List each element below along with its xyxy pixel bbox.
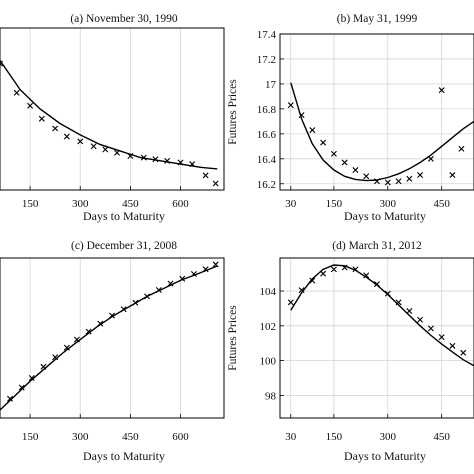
x-tick-label: 300	[72, 431, 89, 443]
data-marker	[102, 146, 109, 153]
data-marker	[90, 143, 97, 150]
y-tick-label: 104	[260, 286, 277, 298]
x-tick-label: 450	[433, 198, 450, 210]
data-marker	[7, 395, 14, 402]
data-marker	[460, 349, 467, 356]
panel-b: 30 150 300 450 16.2 16.4 16.6 16.8 17 17.2 17.4 (b)…	[227, 13, 474, 223]
y-tick-label: 100	[260, 356, 277, 368]
data-marker	[52, 125, 59, 132]
y-tick-label: 16.2	[257, 179, 276, 191]
x-tick-label: 600	[172, 198, 189, 210]
data-marker	[18, 384, 25, 391]
data-marker	[320, 270, 327, 277]
model-curve	[0, 60, 218, 170]
data-marker	[13, 89, 20, 96]
data-marker	[287, 299, 294, 306]
x-tick-label: 150	[22, 198, 39, 210]
x-axis-label: Days to Maturity	[344, 209, 426, 223]
plot-frame	[279, 33, 474, 191]
chart-title: (b) May 31, 1999	[337, 13, 418, 25]
x-tick-label: 450	[433, 431, 450, 443]
x-tick-label: 450	[122, 198, 139, 210]
data-marker	[212, 180, 219, 187]
x-axis-label: Days to Maturity	[344, 449, 426, 463]
data-marker	[287, 102, 294, 109]
data-marker	[85, 328, 92, 335]
chart-title: (a) November 30, 1990	[70, 13, 178, 25]
data-marker	[38, 115, 45, 122]
data-marker	[417, 316, 424, 323]
data-marker	[28, 375, 35, 381]
data-marker	[395, 178, 402, 185]
data-marker	[330, 266, 337, 273]
y-axis-label: Futures Prices	[227, 79, 239, 145]
data-marker	[341, 159, 348, 166]
chart-title: (c) December 31, 2008	[71, 240, 177, 252]
data-marker	[330, 150, 337, 157]
data-marker	[298, 287, 305, 294]
data-marker	[352, 167, 359, 174]
x-tick-label: 300	[380, 198, 397, 210]
x-tick-label: 30	[285, 198, 297, 210]
data-marker	[77, 138, 84, 145]
x-tick-label: 150	[22, 431, 39, 443]
y-tick-label: 102	[260, 321, 277, 333]
data-marker	[309, 277, 316, 284]
data-marker	[309, 127, 316, 134]
data-marker	[384, 179, 391, 186]
x-tick-label: 300	[380, 431, 397, 443]
x-tick-label: 150	[326, 431, 343, 443]
y-axis-label: Futures Prices	[227, 305, 239, 371]
data-marker	[438, 87, 445, 94]
data-marker	[427, 325, 434, 332]
data-marker	[202, 172, 209, 179]
y-tick-label: 98	[265, 390, 277, 402]
x-axis-label: Days to Maturity	[83, 449, 165, 463]
data-marker	[320, 139, 327, 146]
x-tick-label: 450	[122, 431, 139, 443]
y-tick-label: 16.8	[257, 104, 277, 116]
chart-title: (d) March 31, 2012	[332, 240, 422, 252]
x-tick-label: 150	[326, 198, 343, 210]
x-tick-label: 30	[285, 431, 297, 443]
data-marker	[27, 102, 34, 109]
data-marker	[363, 272, 370, 279]
data-marker	[449, 342, 456, 349]
y-tick-label: 17	[265, 79, 277, 91]
panel-a: 150 300 450 600 (a) November 30, 1990 Days to…	[0, 13, 225, 223]
plot-frame	[279, 257, 474, 419]
data-marker	[406, 175, 413, 182]
data-marker	[363, 173, 370, 180]
data-marker	[212, 261, 219, 268]
y-tick-label: 16.6	[257, 129, 277, 141]
model-curve	[290, 82, 474, 182]
data-marker	[417, 172, 424, 179]
plot-frame	[0, 27, 225, 191]
y-tick-label: 17.2	[257, 54, 276, 66]
x-axis-label: Days to Maturity	[83, 209, 165, 223]
x-tick-label: 600	[172, 431, 189, 443]
data-marker	[449, 172, 456, 179]
model-curve	[290, 264, 474, 367]
y-tick-label: 16.4	[257, 154, 277, 166]
data-marker	[438, 334, 445, 341]
y-tick-label: 17.4	[257, 29, 277, 41]
panel-d: 30 150 300 450 98 100 102 104 (d) March 31, 2012…	[227, 240, 474, 463]
data-marker	[63, 133, 70, 140]
x-tick-label: 300	[72, 198, 89, 210]
panel-c: 150 300 450 600 (c) December 31, 2008 Days to…	[0, 240, 225, 463]
model-curve	[0, 265, 218, 411]
plot-frame	[0, 257, 225, 419]
data-marker	[458, 145, 465, 152]
